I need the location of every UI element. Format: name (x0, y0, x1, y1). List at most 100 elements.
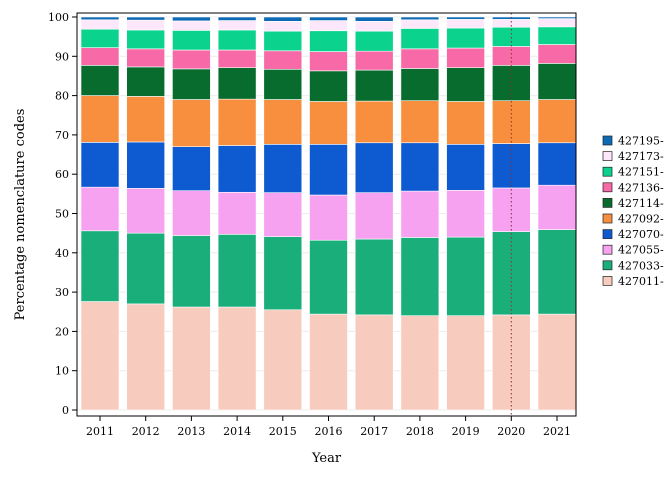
y-tick-label: 100 (48, 11, 69, 24)
bar-segment-427092 (446, 101, 485, 145)
x-axis-title: Year (311, 451, 342, 466)
bar-segment-427055 (80, 186, 120, 232)
bar-segment-427033 (172, 235, 211, 308)
bar-segment-427114 (400, 68, 440, 102)
legend-label: 427055- (618, 244, 664, 257)
bar-segment-427092 (172, 99, 211, 147)
plot-frame (76, 12, 577, 417)
bar-segment-427033 (354, 238, 394, 316)
bar-segment-427055 (400, 190, 440, 238)
bar-segment-427195 (354, 16, 394, 22)
bar-segment-427173 (172, 20, 211, 31)
legend-swatch (602, 166, 613, 177)
bar-segment-427136 (80, 47, 120, 66)
bar-segment-427011 (126, 303, 165, 411)
bar-segment-427173 (400, 19, 440, 29)
x-tick-label: 2014 (223, 425, 251, 438)
bar-segment-427114 (126, 66, 165, 97)
bar-segment-427092 (400, 100, 440, 144)
x-tick-label: 2015 (269, 425, 297, 438)
legend-item-427173: 427173- (602, 150, 664, 163)
legend-item-427011: 427011- (602, 275, 664, 288)
bar-stack-2013 (172, 16, 211, 411)
bar-segment-427070 (126, 141, 165, 189)
bar-segment-427195 (537, 16, 577, 19)
bar-segment-427070 (400, 142, 440, 192)
bar-segment-427033 (126, 232, 165, 305)
bar-segment-427011 (80, 301, 120, 411)
bar-segment-427092 (80, 95, 120, 143)
bar-segment-427136 (400, 48, 440, 69)
bar-segment-427055 (446, 190, 485, 238)
bar-segment-427151 (400, 28, 440, 50)
bar-segment-427033 (400, 237, 440, 316)
bar-segment-427033 (217, 234, 257, 308)
bar-segment-427055 (309, 194, 348, 241)
y-tick-label: 70 (55, 129, 69, 142)
legend-swatch (602, 213, 613, 224)
bar-segment-427011 (217, 306, 257, 411)
bar-segment-427055 (217, 191, 257, 235)
bar-segment-427092 (217, 98, 257, 146)
bar-stack-2015 (263, 16, 303, 411)
legend-label: 427136- (618, 181, 664, 194)
bar-segment-427173 (309, 20, 348, 32)
bar-segment-427011 (400, 315, 440, 411)
legend-swatch (602, 198, 613, 208)
bar-segment-427136 (172, 49, 211, 70)
bar-segment-427114 (354, 69, 394, 102)
legend-label: 427070- (618, 228, 664, 241)
legend-item-427092: 427092- (602, 213, 664, 226)
bar-segment-427092 (354, 100, 394, 144)
bar-segment-427136 (309, 51, 348, 72)
legend-swatch (602, 151, 613, 161)
bar-stack-2016 (309, 16, 348, 411)
bar-segment-427092 (126, 96, 165, 143)
bar-segment-427114 (491, 65, 531, 102)
bar-stack-2012 (126, 16, 165, 411)
legend: 427195- 427173- 427151- 427136- 427114- 42709… (602, 135, 664, 288)
bar-segment-427055 (537, 184, 577, 230)
x-tick-label: 2013 (177, 425, 205, 438)
bar-segment-427173 (446, 19, 485, 29)
bar-segment-427114 (263, 68, 303, 100)
bar-segment-427195 (172, 16, 211, 22)
legend-label: 427011- (618, 275, 664, 288)
legend-label: 427173- (618, 150, 664, 163)
y-axis: 0 10 20 30 40 50 60 70 80 90 100 (48, 11, 77, 417)
bar-segment-427151 (172, 30, 211, 51)
bar-segment-427136 (354, 50, 394, 71)
bar-segment-427151 (80, 28, 120, 48)
bar-segment-427033 (80, 230, 120, 302)
bar-segment-427055 (354, 192, 394, 240)
legend-swatch (602, 260, 613, 271)
y-tick-label: 30 (55, 286, 69, 299)
y-tick-label: 10 (55, 365, 69, 378)
bar-segment-427136 (217, 49, 257, 68)
bar-segment-427195 (126, 16, 165, 21)
legend-swatch (602, 182, 613, 193)
legend-label: 427151- (618, 166, 664, 179)
bar-segment-427011 (172, 306, 211, 411)
bar-segment-427055 (172, 190, 211, 236)
bar-segment-427092 (263, 99, 303, 145)
bar-segment-427070 (446, 144, 485, 191)
bar-segment-427070 (80, 142, 120, 188)
bar-segment-427114 (217, 67, 257, 100)
bar-segment-427195 (400, 16, 440, 21)
legend-item-427195: 427195- (602, 135, 664, 148)
bar-stack-2017 (354, 16, 394, 411)
legend-label: 427033- (618, 259, 664, 272)
bar-segment-427070 (309, 144, 348, 196)
bar-segment-427173 (354, 21, 394, 32)
bar-segment-427055 (126, 188, 165, 234)
bar-segment-427151 (537, 26, 577, 45)
legend-swatch (602, 135, 613, 146)
bar-stacks (80, 16, 577, 411)
bar-segment-427033 (263, 236, 303, 311)
x-tick-label: 2016 (315, 425, 343, 438)
legend-label: 427092- (618, 213, 664, 226)
bar-segment-427173 (217, 20, 257, 31)
